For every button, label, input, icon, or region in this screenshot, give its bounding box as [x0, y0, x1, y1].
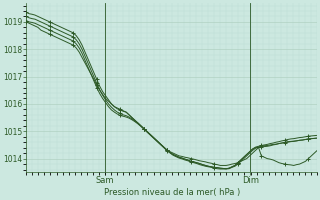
X-axis label: Pression niveau de la mer( hPa ): Pression niveau de la mer( hPa )	[104, 188, 240, 197]
